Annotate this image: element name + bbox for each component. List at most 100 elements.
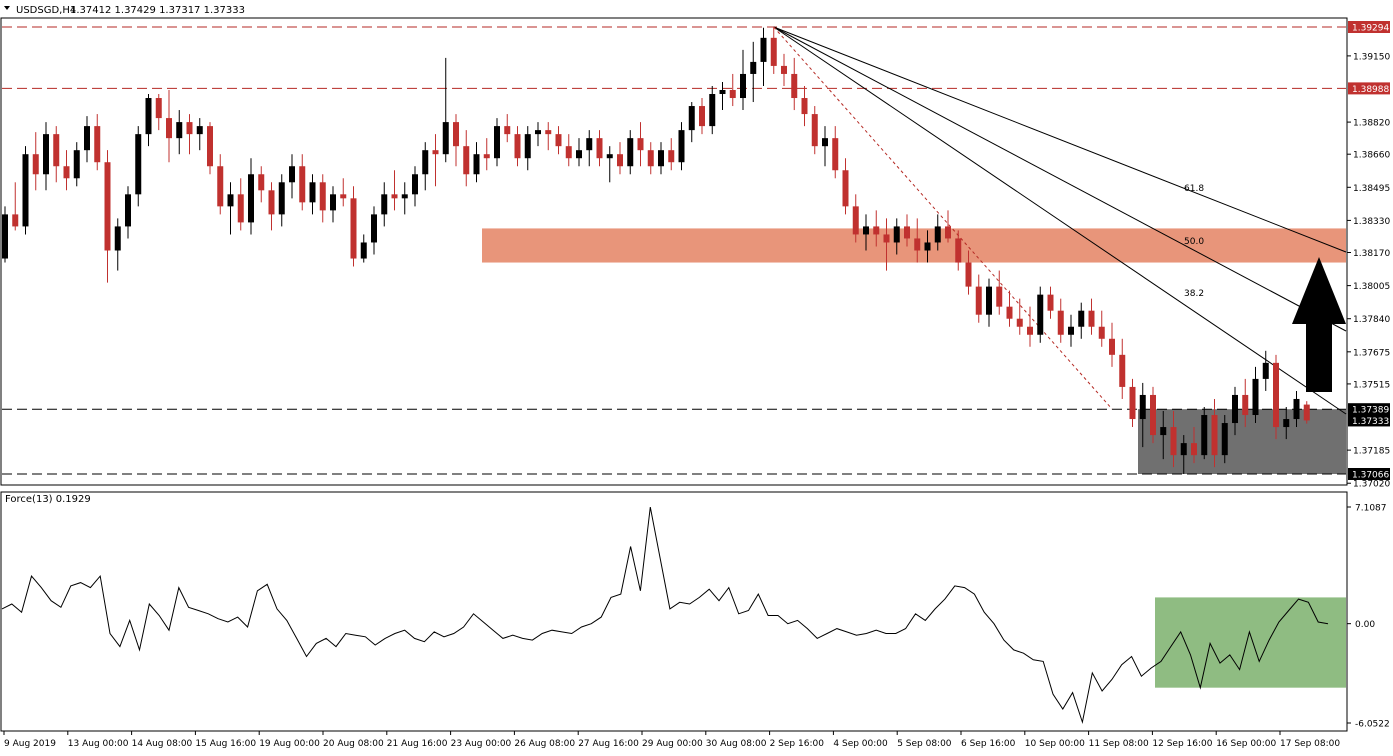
symbol-header: USDSGD,H4 xyxy=(16,5,76,16)
candle-body xyxy=(504,126,511,135)
candle-body xyxy=(227,194,234,207)
time-tick-label: 6 Sep 16:00 xyxy=(961,739,1016,749)
price-tick-label: 1.38495 xyxy=(1353,184,1390,194)
time-tick-label: 5 Sep 08:00 xyxy=(897,739,952,749)
candle-body xyxy=(1293,398,1300,420)
candle-body xyxy=(1078,310,1085,327)
candle-body xyxy=(1211,415,1218,456)
candle-body xyxy=(996,286,1003,307)
candle-body xyxy=(340,194,347,199)
candle-body xyxy=(32,154,39,175)
candle-body xyxy=(729,89,736,99)
force-line xyxy=(1,507,1329,725)
candle-body xyxy=(1047,294,1054,311)
fibonacci-fan-line xyxy=(773,26,1347,332)
candle-body xyxy=(576,150,582,159)
candle-body xyxy=(822,138,828,147)
fibonacci-fan-line xyxy=(773,26,1347,415)
candle-body xyxy=(1150,394,1156,436)
time-tick-label: 11 Sep 08:00 xyxy=(1089,739,1149,749)
candle-body xyxy=(360,242,367,259)
candle-body xyxy=(258,174,265,191)
price-tag-box xyxy=(1348,403,1390,416)
candle-body xyxy=(1160,427,1167,436)
candle-body xyxy=(422,150,429,175)
candle-body xyxy=(1232,394,1238,424)
time-tick-label: 21 Aug 16:00 xyxy=(387,739,448,749)
candle-body xyxy=(883,234,890,243)
candle-body xyxy=(381,194,388,215)
force-indicator-label: Force(13) 0.1929 xyxy=(5,494,91,505)
price-tick-label: 1.37020 xyxy=(1353,480,1390,490)
time-tick-label: 15 Aug 16:00 xyxy=(195,739,256,749)
candle-body xyxy=(217,166,224,207)
candle-body xyxy=(268,190,275,215)
time-tick-label: 13 Aug 00:00 xyxy=(68,739,129,749)
candle-body xyxy=(719,89,726,95)
candle-body xyxy=(555,134,562,147)
candle-body xyxy=(596,138,603,159)
time-tick-label: 9 Aug 2019 xyxy=(4,739,56,749)
candle-body xyxy=(852,206,859,235)
price-tag-label: 1.37333 xyxy=(1352,417,1389,427)
candle-body xyxy=(309,182,316,203)
candle-body xyxy=(1221,423,1228,456)
candle-body xyxy=(1201,415,1208,456)
candle-body xyxy=(801,98,808,115)
candle-body xyxy=(473,154,480,175)
time-tick-label: 26 Aug 08:00 xyxy=(514,739,575,749)
price-tick-label: 1.37515 xyxy=(1353,380,1390,390)
candle-body xyxy=(289,166,295,183)
candle-body xyxy=(237,194,244,223)
fibonacci-fan-line xyxy=(773,26,1347,253)
price-tick-label: 1.38660 xyxy=(1353,151,1390,161)
candle-body xyxy=(1191,443,1197,456)
candle-body xyxy=(43,134,49,175)
price-tick-label: 1.38170 xyxy=(1353,249,1390,259)
force-layer xyxy=(1,507,1346,725)
candle-body xyxy=(986,286,992,315)
candle-body xyxy=(586,138,593,151)
price-tick-label: 1.38330 xyxy=(1353,217,1390,227)
candle-body xyxy=(924,242,931,251)
candle-body xyxy=(463,146,470,175)
candle-body xyxy=(1242,394,1249,416)
arrow-layer xyxy=(1292,257,1346,392)
candle-body xyxy=(2,214,8,259)
candle-body xyxy=(1006,306,1013,319)
resistance-zone xyxy=(482,228,1346,263)
candle-body xyxy=(1180,443,1187,456)
fan-layer: 38.2 50.0 61.8 xyxy=(773,26,1347,415)
fibonacci-fan-label: 50.0 xyxy=(1184,237,1204,247)
support-zone xyxy=(1138,409,1346,474)
price-pane-frame xyxy=(0,17,1348,486)
time-tick-label: 23 Aug 00:00 xyxy=(451,739,512,749)
candle-body xyxy=(278,182,285,215)
candle-body xyxy=(155,98,162,119)
candle-body xyxy=(1170,427,1177,456)
candle-body xyxy=(453,122,459,147)
time-tick-label: 17 Sep 08:00 xyxy=(1280,739,1340,749)
levels-layer xyxy=(2,26,1346,475)
fibonacci-fan-label: 61.8 xyxy=(1184,184,1204,194)
candle-body xyxy=(955,238,962,263)
candle-body xyxy=(565,146,572,159)
time-tick-label: 27 Aug 16:00 xyxy=(578,739,639,749)
candle-body xyxy=(832,138,839,171)
trend-dotted-line xyxy=(773,26,1113,410)
candle-body xyxy=(842,170,849,207)
candle-body xyxy=(934,226,941,243)
candle-body xyxy=(166,118,172,139)
candle-body xyxy=(114,226,121,251)
price-tick-label: 1.39150 xyxy=(1353,52,1390,62)
collapse-triangle-icon[interactable] xyxy=(4,6,10,10)
time-tick-label: 10 Sep 00:00 xyxy=(1025,739,1085,749)
candle-body xyxy=(688,106,695,131)
time-tick-label: 20 Aug 08:00 xyxy=(323,739,384,749)
candle-body xyxy=(617,154,623,167)
candle-body xyxy=(975,286,982,315)
candle-body xyxy=(104,162,111,251)
price-tick-label: 1.38005 xyxy=(1353,282,1390,292)
candle-body xyxy=(371,214,377,243)
candle-body xyxy=(1139,394,1146,420)
